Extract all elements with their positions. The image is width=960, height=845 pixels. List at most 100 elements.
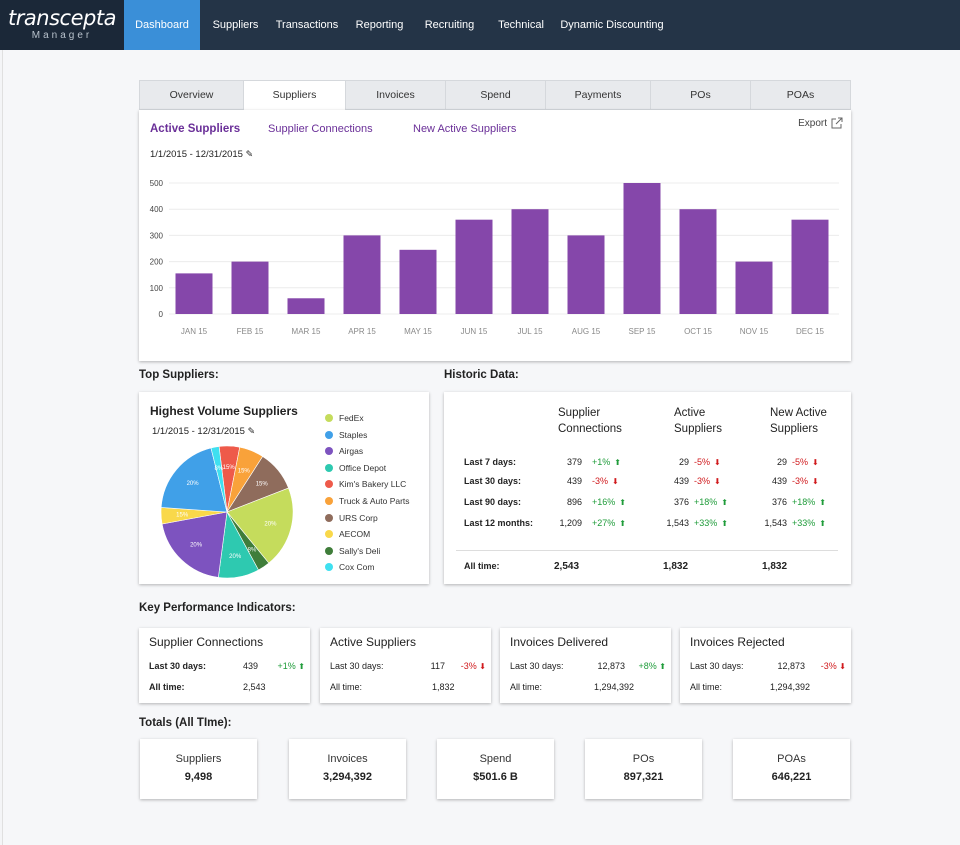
logo-subtitle: Manager <box>31 30 93 41</box>
kpi-last30-label: Last 30 days: <box>149 661 207 671</box>
arrow-down-icon: ⬇ <box>612 477 619 486</box>
nav-technical[interactable]: Technical <box>498 19 544 31</box>
bar[interactable] <box>511 209 549 314</box>
pie-date-range[interactable]: 1/1/2015 - 12/31/2015 ✎ <box>152 426 255 437</box>
kpi-all-time-value: 1,294,392 <box>594 682 635 692</box>
col-header-line: Suppliers <box>770 423 818 435</box>
top-navigation: transcepta Manager Dashboard Suppliers T… <box>0 0 960 50</box>
all-time-connections: 2,543 <box>554 561 580 572</box>
nav-suppliers[interactable]: Suppliers <box>212 19 259 31</box>
chart-tab-new-active-suppliers[interactable]: New Active Suppliers <box>413 123 517 135</box>
legend-item[interactable]: Kim's Bakery LLC <box>325 479 406 489</box>
bar[interactable] <box>567 235 605 314</box>
change-percent: +27% <box>592 518 616 528</box>
bar[interactable] <box>399 249 437 314</box>
legend-item[interactable]: FedEx <box>325 413 364 423</box>
legend-item[interactable]: Sally's Deli <box>325 546 380 556</box>
x-tick-label: OCT 15 <box>684 327 712 336</box>
tab-invoices[interactable]: Invoices <box>346 81 446 110</box>
legend-swatch <box>325 430 333 439</box>
x-tick-label: MAY 15 <box>404 327 432 336</box>
pencil-icon[interactable]: ✎ <box>245 149 254 159</box>
legend-item[interactable]: AECOM <box>325 529 370 539</box>
tab-poas[interactable]: POAs <box>786 89 815 101</box>
arrow-up-icon: ⬆ <box>721 498 728 507</box>
arrow-up-icon: ⬆ <box>614 458 621 467</box>
tab-suppliers[interactable]: Suppliers <box>244 81 346 110</box>
legend-swatch <box>325 480 333 489</box>
tab-spend[interactable]: Spend <box>446 81 546 110</box>
total-card: POAs 646,221 <box>733 739 850 799</box>
top-suppliers-title: Top Suppliers: <box>139 369 219 381</box>
pencil-icon[interactable]: ✎ <box>247 426 256 436</box>
bar[interactable] <box>287 298 325 314</box>
kpi-card: Invoices Delivered Last 30 days: 12,873 … <box>500 628 671 703</box>
nav-dynamic-discounting[interactable]: Dynamic Discounting <box>560 19 664 31</box>
export-button[interactable]: Export <box>798 117 843 129</box>
chart-date-range-text: 1/1/2015 - 12/31/2015 <box>150 149 243 160</box>
legend-item[interactable]: Staples <box>325 430 367 440</box>
historic-row-label: Last 30 days: <box>464 476 522 486</box>
bar[interactable] <box>231 261 269 314</box>
pie-slice[interactable] <box>161 511 228 578</box>
col-supplier-connections: Supplier Connections <box>558 405 622 437</box>
total-label: Invoices <box>327 753 368 765</box>
bar[interactable] <box>175 273 213 314</box>
pie-slice-label: 15% <box>238 468 251 474</box>
transcepta-logo[interactable]: transcepta Manager <box>0 0 124 50</box>
total-label: Spend <box>479 753 512 765</box>
section-tabs: Overview Suppliers Invoices Spend Paymen… <box>139 80 851 110</box>
bar[interactable] <box>623 183 661 314</box>
change-percent: +18% <box>792 497 816 507</box>
total-value: 9,498 <box>184 771 213 783</box>
nav-transactions[interactable]: Transactions <box>275 19 339 31</box>
chart-tab-active-suppliers[interactable]: Active Suppliers <box>150 123 241 135</box>
total-card: Invoices 3,294,392 <box>289 739 406 799</box>
tab-overview[interactable]: Overview <box>140 81 244 110</box>
arrow-up-icon: ⬆ <box>298 662 305 671</box>
tab-payments[interactable]: Payments <box>546 81 651 110</box>
bar[interactable] <box>791 219 829 314</box>
kpi-change: -3% ⬇ <box>821 661 846 671</box>
arrow-down-icon: ⬇ <box>812 477 819 486</box>
nav-dashboard[interactable]: Dashboard <box>124 0 200 50</box>
pie-slice[interactable] <box>160 447 228 513</box>
bar[interactable] <box>455 219 493 314</box>
change-percent: -3% <box>792 476 809 486</box>
bar[interactable] <box>343 235 381 314</box>
change-percent: +1% <box>592 457 611 467</box>
chart-date-range[interactable]: 1/1/2015 - 12/31/2015 ✎ <box>150 149 253 160</box>
pie-slice[interactable] <box>226 487 294 564</box>
pie-slice-label: 15% <box>223 465 236 471</box>
legend-item[interactable]: Office Depot <box>325 463 386 473</box>
kpi-last30-value: 439 <box>242 661 258 671</box>
chart-tab-supplier-connections[interactable]: Supplier Connections <box>268 123 373 135</box>
tab-pos[interactable]: POs <box>651 81 751 110</box>
historic-value: 896 <box>566 497 582 507</box>
legend-item[interactable]: Airgas <box>325 446 363 456</box>
arrow-up-icon: ⬆ <box>721 519 728 528</box>
bar[interactable] <box>735 261 773 314</box>
export-label: Export <box>798 117 827 129</box>
pie-slice-label: 20% <box>229 554 242 560</box>
kpi-card-title: Invoices Rejected <box>690 635 785 649</box>
legend-item[interactable]: URS Corp <box>325 513 378 523</box>
legend-item[interactable]: Cox Com <box>325 562 374 572</box>
legend-label: Truck & Auto Parts <box>339 496 410 506</box>
change-percent: +16% <box>592 497 616 507</box>
pie-slice[interactable] <box>210 446 228 513</box>
arrow-up-icon: ⬆ <box>619 519 626 528</box>
legend-item[interactable]: Truck & Auto Parts <box>325 496 410 506</box>
col-header-line: Supplier <box>558 407 601 419</box>
kpi-last30-label: Last 30 days: <box>330 661 384 671</box>
col-header-line: Active <box>674 407 706 419</box>
change-percent: +33% <box>792 518 816 528</box>
change-percent: +1% <box>277 661 296 671</box>
pie-slice-label: 20% <box>187 481 200 487</box>
x-tick-label: SEP 15 <box>629 327 657 336</box>
nav-reporting[interactable]: Reporting <box>355 19 404 31</box>
kpi-all-time-value: 1,832 <box>432 682 455 692</box>
nav-recruiting[interactable]: Recruiting <box>424 19 475 31</box>
kpi-change: +8% ⬆ <box>639 661 666 671</box>
bar[interactable] <box>679 209 717 314</box>
